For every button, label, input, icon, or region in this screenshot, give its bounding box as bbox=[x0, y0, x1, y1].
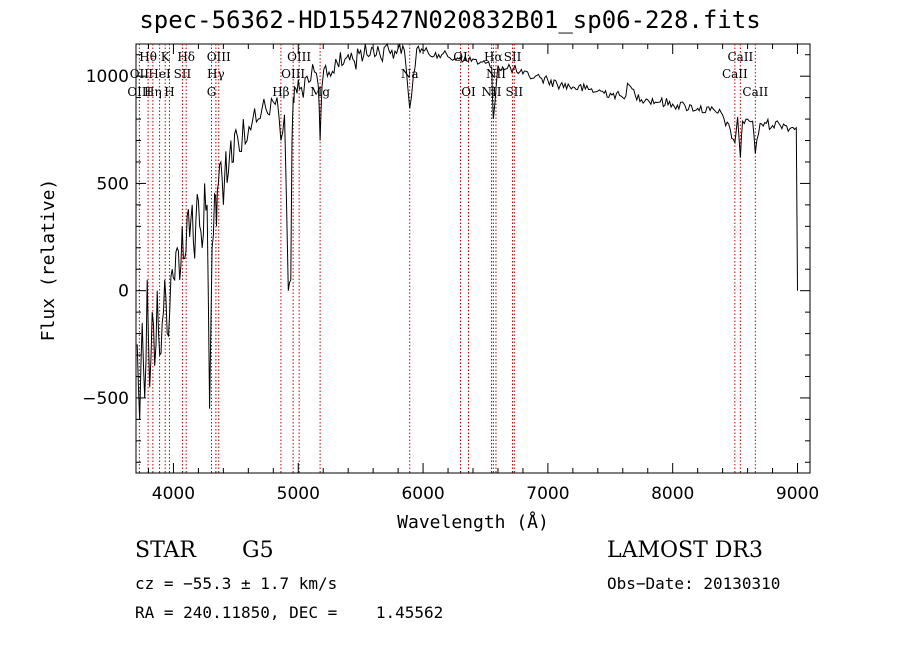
line-annotation: OIII bbox=[287, 50, 311, 64]
survey-name: LAMOST DR3 bbox=[607, 538, 763, 563]
line-annotation: CaII bbox=[742, 85, 768, 99]
object-subclass: G5 bbox=[242, 538, 274, 563]
spectral-line-markers bbox=[138, 44, 756, 473]
line-annotation: Hα bbox=[484, 50, 503, 64]
line-annotation: Hθ bbox=[139, 50, 157, 64]
line-annotation: OIII bbox=[127, 85, 151, 99]
y-tick-label: 0 bbox=[118, 282, 129, 302]
observation-date: Obs−Date: 20130310 bbox=[607, 574, 781, 593]
axis-tick-labels: 4000 5000 6000 7000 8000 9000 −500 0 500 1000 bbox=[82, 67, 819, 504]
line-annotation: Mg bbox=[310, 85, 330, 99]
redshift-cz: cz = −55.3 ± 1.7 km/s bbox=[135, 574, 338, 593]
line-annotation: OIII bbox=[207, 50, 231, 64]
line-annotation: SII bbox=[505, 85, 523, 99]
ra-dec-coordinates: RA = 240.11850, DEC = 1.45562 bbox=[135, 603, 444, 622]
y-axis-label: Flux (relative) bbox=[38, 179, 59, 342]
line-annotation: CaII bbox=[722, 67, 748, 81]
chart-title: spec-56362-HD155427N020832B01_sp06-228.f… bbox=[139, 6, 761, 34]
x-axis-label: Wavelength (Å) bbox=[397, 511, 549, 533]
line-annotation: Hη bbox=[144, 85, 162, 99]
y-tick-label: 500 bbox=[97, 174, 129, 194]
line-annotation: G bbox=[207, 85, 217, 99]
y-tick-label: −500 bbox=[82, 389, 129, 409]
x-tick-label: 6000 bbox=[401, 484, 444, 504]
x-tick-label: 7000 bbox=[526, 484, 569, 504]
line-annotation: K bbox=[161, 50, 171, 64]
line-annotation: Hγ bbox=[207, 67, 225, 81]
x-tick-label: 9000 bbox=[776, 484, 819, 504]
line-annotation: OII bbox=[130, 67, 150, 81]
spectrum-line bbox=[136, 42, 798, 420]
x-tick-label: 5000 bbox=[277, 484, 320, 504]
line-annotation: Hδ bbox=[177, 50, 195, 64]
line-annotation: HeI bbox=[148, 67, 171, 81]
line-annotation: CaII bbox=[727, 50, 753, 64]
y-tick-label: 1000 bbox=[86, 67, 129, 87]
axis-ticks bbox=[136, 44, 810, 473]
line-annotation: NII bbox=[486, 67, 506, 81]
line-annotation: NII bbox=[481, 85, 501, 99]
line-annotation: Na bbox=[401, 67, 419, 81]
line-annotation: Hβ bbox=[272, 85, 289, 99]
line-annotation: H bbox=[164, 85, 174, 99]
x-tick-label: 8000 bbox=[651, 484, 694, 504]
line-annotation: OIII bbox=[281, 67, 305, 81]
line-annotation: SII bbox=[504, 50, 522, 64]
x-tick-label: 4000 bbox=[152, 484, 195, 504]
object-class: STAR bbox=[135, 538, 196, 563]
line-annotation: SII bbox=[174, 67, 192, 81]
line-annotation: OI bbox=[461, 85, 476, 99]
